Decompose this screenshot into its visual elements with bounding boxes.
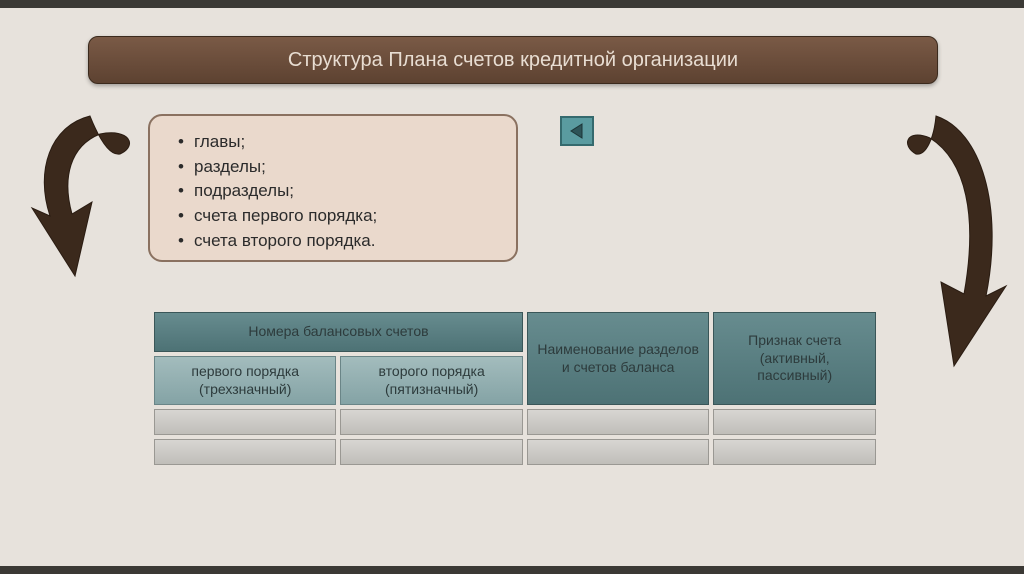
- table-cell: [527, 409, 710, 435]
- structure-list: главы; разделы; подразделы; счета первог…: [172, 130, 494, 253]
- table-cell: [340, 439, 522, 465]
- table-cell: [713, 409, 876, 435]
- table-cell: [713, 439, 876, 465]
- table-cell: [154, 409, 336, 435]
- structure-list-box: главы; разделы; подразделы; счета первог…: [148, 114, 518, 262]
- accounts-table: Номера балансовых счетов Наименование ра…: [150, 308, 880, 469]
- list-item: подразделы;: [172, 179, 494, 204]
- list-item: счета первого порядка;: [172, 204, 494, 229]
- list-item: главы;: [172, 130, 494, 155]
- nav-back-button[interactable]: [560, 116, 594, 146]
- table-cell: [154, 439, 336, 465]
- table-subheader-2: второго порядка (пятизначный): [340, 356, 522, 405]
- triangle-left-icon: [568, 122, 586, 140]
- table-header-col4: Признак счета (активный, пассивный): [713, 312, 876, 405]
- table-cell: [340, 409, 522, 435]
- table-cell: [527, 439, 710, 465]
- list-item: разделы;: [172, 155, 494, 180]
- curved-arrow-right-icon: [886, 106, 1016, 386]
- table-header-col3: Наименование разделов и счетов баланса: [527, 312, 710, 405]
- table-header-merged: Номера балансовых счетов: [154, 312, 523, 352]
- list-item: счета второго порядка.: [172, 229, 494, 254]
- slide-title: Структура Плана счетов кредитной организ…: [88, 36, 938, 84]
- curved-arrow-left-icon: [20, 106, 150, 286]
- table-subheader-1: первого порядка (трехзначный): [154, 356, 336, 405]
